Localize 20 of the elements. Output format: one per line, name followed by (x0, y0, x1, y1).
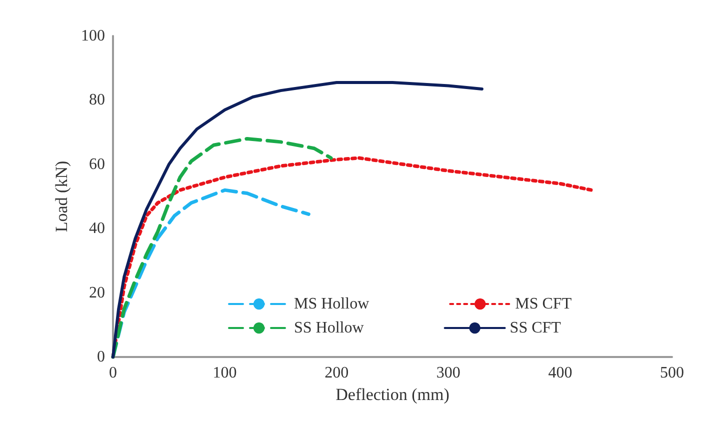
legend-label: SS CFT (510, 320, 562, 336)
y-tick-label: 0 (97, 348, 105, 366)
x-tick-label: 0 (109, 364, 117, 382)
x-tick-label: 400 (548, 364, 572, 382)
y-tick-label: 80 (89, 92, 105, 109)
y-axis-title: Load (kN) (52, 160, 72, 232)
x-tick-label: 200 (324, 364, 349, 382)
x-tick-label: 300 (436, 364, 460, 382)
line-series (112, 81, 484, 358)
legend-label: MS Hollow (294, 296, 370, 312)
y-tick-label: 20 (89, 284, 105, 302)
x-tick-label: 100 (212, 364, 237, 382)
line-series (111, 156, 594, 359)
y-tick-label: 40 (89, 220, 105, 238)
y-tick-label: 100 (81, 28, 105, 44)
y-tick-label: 60 (89, 156, 105, 173)
x-axis-title: Deflection (mm) (336, 384, 450, 404)
legend-label: MS CFT (515, 296, 572, 312)
legend-label: SS Hollow (294, 320, 364, 336)
x-tick-label: 500 (660, 364, 684, 382)
